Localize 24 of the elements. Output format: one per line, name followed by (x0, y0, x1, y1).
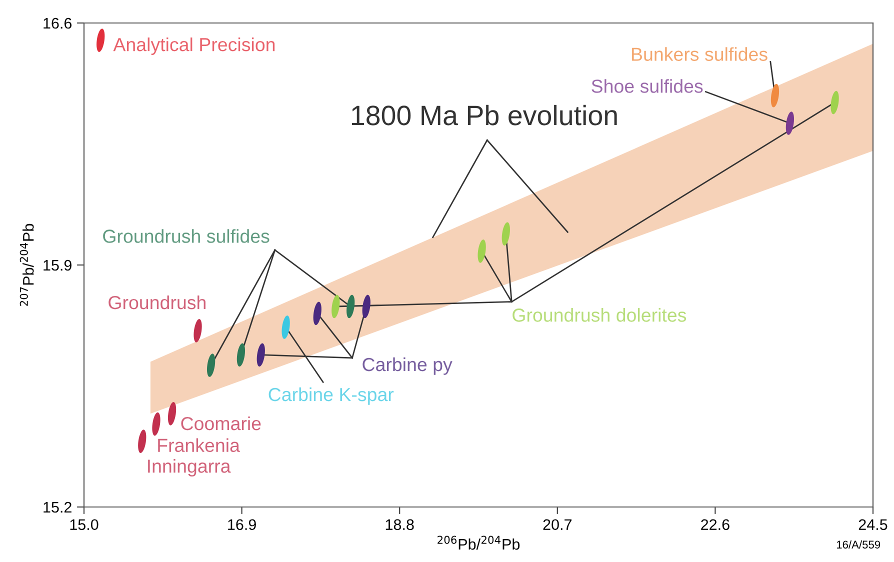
y-tick-label: 15.2 (44, 502, 72, 513)
x-tick-label: 18.8 (386, 519, 414, 530)
text: Shoe sulfides (592, 79, 703, 93)
x-tick-label: 15.0 (70, 519, 98, 530)
x-tick-label: 24.5 (858, 519, 888, 530)
series-label: Groundrush (108, 295, 206, 310)
x-axis-title: $^{206}$Pb/$^{204}$Pb (438, 536, 520, 550)
text: Carbine py (362, 357, 452, 375)
series-label: Frankenia (158, 438, 240, 452)
annotation: 1800 Ma Pb evolution (352, 104, 617, 126)
y-tick-label: 15.9 (44, 260, 72, 271)
y-tick-label: 16.6 (44, 18, 72, 29)
y-axis-title: $^{207}$Pb/$^{204}$Pb (20, 224, 34, 306)
series-label: Analytical Precision (113, 37, 275, 55)
x-tick-label: 16.9 (228, 519, 256, 530)
series-label: Bunkers sulfides (632, 47, 768, 61)
text: Carbine K-spar (268, 387, 394, 405)
text: Groundrush dolerites (512, 308, 686, 322)
x-tick-label: 20.7 (543, 519, 572, 530)
text: Groundrush sulfides (103, 229, 270, 243)
series-label: Coomarie (181, 416, 261, 430)
text: 16/A/559 (836, 540, 880, 549)
series-label: Inningarra (148, 459, 231, 477)
x-tick-label: 22.6 (701, 519, 730, 530)
